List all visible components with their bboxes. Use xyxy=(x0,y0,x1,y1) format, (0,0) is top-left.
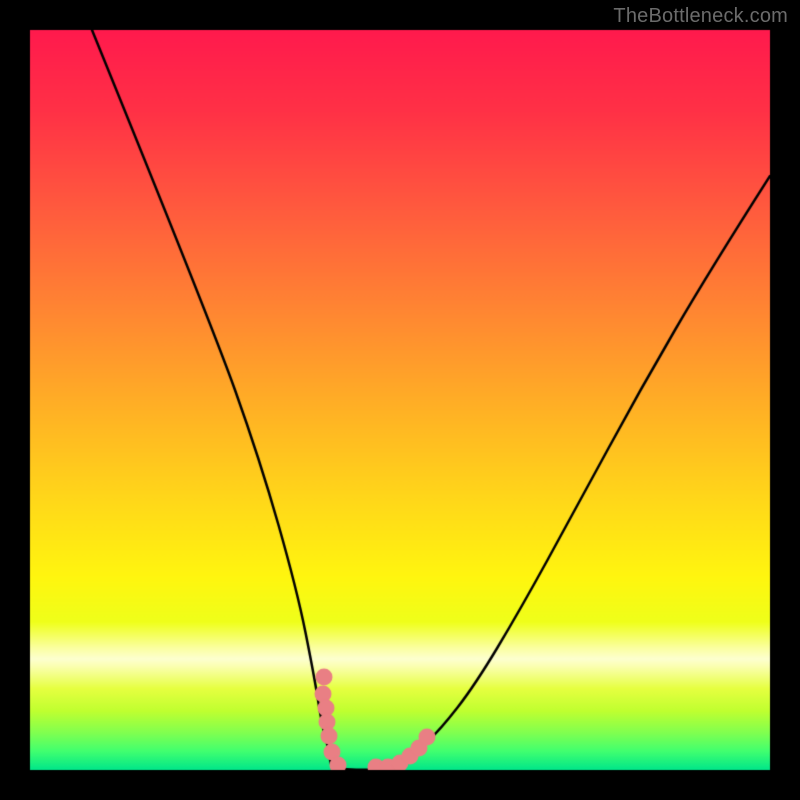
chart-canvas xyxy=(0,0,800,800)
watermark-text: TheBottleneck.com xyxy=(613,5,788,28)
chart-canvas-wrap xyxy=(0,0,800,800)
